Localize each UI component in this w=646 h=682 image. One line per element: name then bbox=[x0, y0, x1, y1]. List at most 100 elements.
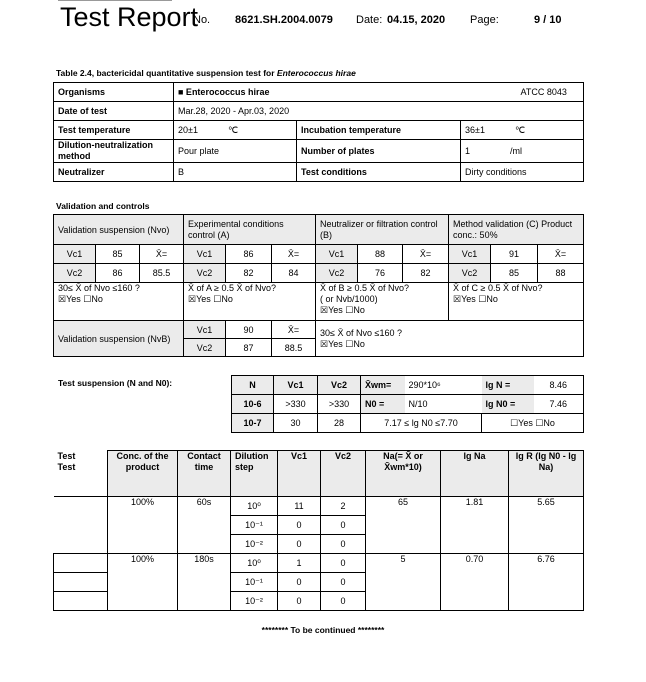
dilution-label: 10-6 bbox=[231, 394, 274, 414]
yes-no-checkbox[interactable]: ☒Yes ☐No bbox=[320, 305, 365, 315]
lgn0-label: lg N0 = bbox=[481, 394, 534, 414]
c-vc2: 85 bbox=[490, 263, 539, 283]
vc1-value: 30 bbox=[273, 413, 318, 433]
vc2-label: Vc2 bbox=[183, 338, 227, 357]
date-of-test-label: Date of test bbox=[53, 101, 174, 121]
lgna-header: lg Na bbox=[440, 450, 509, 497]
yes-no-checkbox[interactable]: ☒Yes ☐No bbox=[453, 294, 498, 304]
vc2-value: >330 bbox=[317, 394, 361, 414]
table-row: 10⁻² 0 0 bbox=[53, 591, 584, 611]
vc2-label: Vc2 bbox=[448, 263, 492, 283]
top-rule bbox=[58, 0, 172, 1]
vc1-value: 0 bbox=[277, 534, 321, 554]
b-check: X̄ of B ≥ 0.5 X̄ of Nvo?( or Nvb/1000) ☒Y… bbox=[315, 282, 450, 321]
yes-no-checkbox[interactable]: ☒Yes ☐No bbox=[58, 294, 103, 304]
vc1-label: Vc1 bbox=[315, 244, 359, 264]
test-info-table: Organisms ■ Enterococcus hirae ATCC 8043 D… bbox=[53, 82, 585, 182]
results-table: Test Test Conc. of the product Contact t… bbox=[53, 450, 584, 611]
dilution-value: 10⁻¹ bbox=[230, 572, 278, 592]
vc2-header: Vc2 bbox=[317, 375, 361, 395]
vc1-label: Vc1 bbox=[448, 244, 492, 264]
temp-label: Test temperature bbox=[53, 120, 174, 140]
nvo-label: Validation suspension (Nvo) bbox=[52, 214, 185, 245]
vc1-label: Vc1 bbox=[53, 244, 96, 264]
continued-note: ******** To be continued ******** bbox=[261, 625, 385, 635]
lgn-label: lg N = bbox=[481, 375, 534, 395]
validation-heading: Validation and controls bbox=[56, 201, 150, 211]
conditions-label: Test conditions bbox=[296, 162, 461, 182]
dilution-label: 10-7 bbox=[231, 413, 274, 433]
nvb-mean: 88.5 bbox=[271, 338, 317, 357]
date-of-test-value: Mar.28, 2020 - Apr.03, 2020 bbox=[172, 101, 585, 121]
table-caption: Table 2.4, bactericidal quantitative sus… bbox=[56, 68, 356, 78]
report-title: Test Report bbox=[60, 2, 199, 32]
na-value: 65 bbox=[365, 496, 441, 554]
a-vc1: 86 bbox=[225, 244, 273, 264]
n0-value: N/10 bbox=[404, 394, 482, 414]
vc1-value: 1 bbox=[277, 553, 321, 573]
yes-no-checkbox[interactable]: ☒Yes ☐No bbox=[188, 294, 233, 304]
lgna-value: 1.81 bbox=[440, 496, 509, 554]
nvb-check: 30≤ X̄ of Nvo ≤160 ? ☒Yes ☐No bbox=[315, 320, 585, 357]
neutralizer-label: Neutralizer bbox=[53, 162, 174, 182]
time-value: 180s bbox=[177, 553, 231, 611]
plates-value: 1/ml bbox=[459, 139, 585, 163]
incubation-value: 36±1 ℃ bbox=[459, 120, 585, 140]
yes-no-checkbox[interactable]: ☐Yes ☐No bbox=[481, 413, 584, 433]
method-value: Pour plate bbox=[173, 139, 297, 163]
test-header: Test Test bbox=[53, 450, 108, 497]
report-date: 04.15, 2020 bbox=[387, 14, 446, 26]
a-check: X̄ of A ≥ 0.5 X̄ of Nvo? ☒Yes ☐No bbox=[183, 282, 317, 321]
conc-value: 100% bbox=[107, 496, 178, 554]
dilution-value: 10⁰ bbox=[230, 496, 278, 516]
xbar-label: X̄= bbox=[402, 244, 450, 264]
b-mean: 82 bbox=[402, 263, 450, 283]
a-mean: 84 bbox=[271, 263, 317, 283]
contact-time-header: Contact time bbox=[177, 450, 231, 497]
nvb-vc2: 87 bbox=[225, 338, 273, 357]
suspension-label: Test suspension (N and N0): bbox=[58, 378, 173, 388]
page-number: 9 / 10 bbox=[534, 14, 562, 26]
vc2-label: Vc2 bbox=[315, 263, 359, 283]
nvo-vc1: 85 bbox=[95, 244, 140, 264]
vc2-value: 28 bbox=[317, 413, 361, 433]
na-header: Na(= X̄ or X̄wm*10) bbox=[365, 450, 441, 497]
organisms-label: Organisms bbox=[53, 82, 174, 102]
yes-no-checkbox[interactable]: ☒Yes ☐No bbox=[320, 338, 365, 349]
xbar-label: X̄= bbox=[271, 244, 317, 264]
nvb-label: Validation suspension (NvB) bbox=[52, 320, 185, 357]
vc2-header: Vc2 bbox=[320, 450, 366, 497]
vc2-value: 0 bbox=[320, 591, 366, 611]
vc1-header: Vc1 bbox=[273, 375, 318, 395]
conc-header: Conc. of the product bbox=[107, 450, 178, 497]
b-vc2: 76 bbox=[357, 263, 404, 283]
control-b-label: Neutralizer or filtration control (B) bbox=[315, 214, 450, 245]
a-vc2: 82 bbox=[225, 263, 273, 283]
table-row: 100% 60s 10⁰ 11 2 65 1.81 5.65 bbox=[53, 496, 584, 554]
no-label: No. bbox=[193, 14, 211, 26]
xbar-label: X̄= bbox=[271, 320, 317, 339]
vc2-value: 2 bbox=[320, 496, 366, 516]
nvo-mean: 85.5 bbox=[138, 263, 185, 283]
validation-table: Validation suspension (Nvo) Experimental … bbox=[52, 214, 585, 357]
vc1-value: 0 bbox=[277, 572, 321, 592]
vc2-value: 0 bbox=[320, 572, 366, 592]
dilution-value: 10⁻² bbox=[230, 534, 278, 554]
vc2-value: 0 bbox=[320, 515, 366, 535]
conc-value: 100% bbox=[107, 553, 178, 611]
n0-range: 7.17 ≤ lg N0 ≤7.70 bbox=[360, 413, 482, 433]
nvb-vc1: 90 bbox=[225, 320, 273, 339]
lgn-value: 8.46 bbox=[533, 375, 584, 395]
c-check: X̄ of C ≥ 0.5 X̄ of Nvo? ☒Yes ☐No bbox=[448, 282, 585, 321]
control-c-label: Method validation (C) Product conc.: 50% bbox=[448, 214, 585, 245]
vc2-value: 0 bbox=[320, 553, 366, 573]
lgr-header: lg R (lg N0 - lg Na) bbox=[508, 450, 584, 497]
nvo-vc2: 86 bbox=[95, 263, 140, 283]
vc1-header: Vc1 bbox=[277, 450, 321, 497]
dilution-step-header: Dilution step bbox=[230, 450, 278, 497]
organisms-value: ■ Enterococcus hirae ATCC 8043 bbox=[172, 82, 585, 102]
vc1-label: Vc1 bbox=[183, 244, 227, 264]
na-value: 5 bbox=[365, 553, 441, 611]
dilution-value: 10⁰ bbox=[230, 553, 278, 573]
